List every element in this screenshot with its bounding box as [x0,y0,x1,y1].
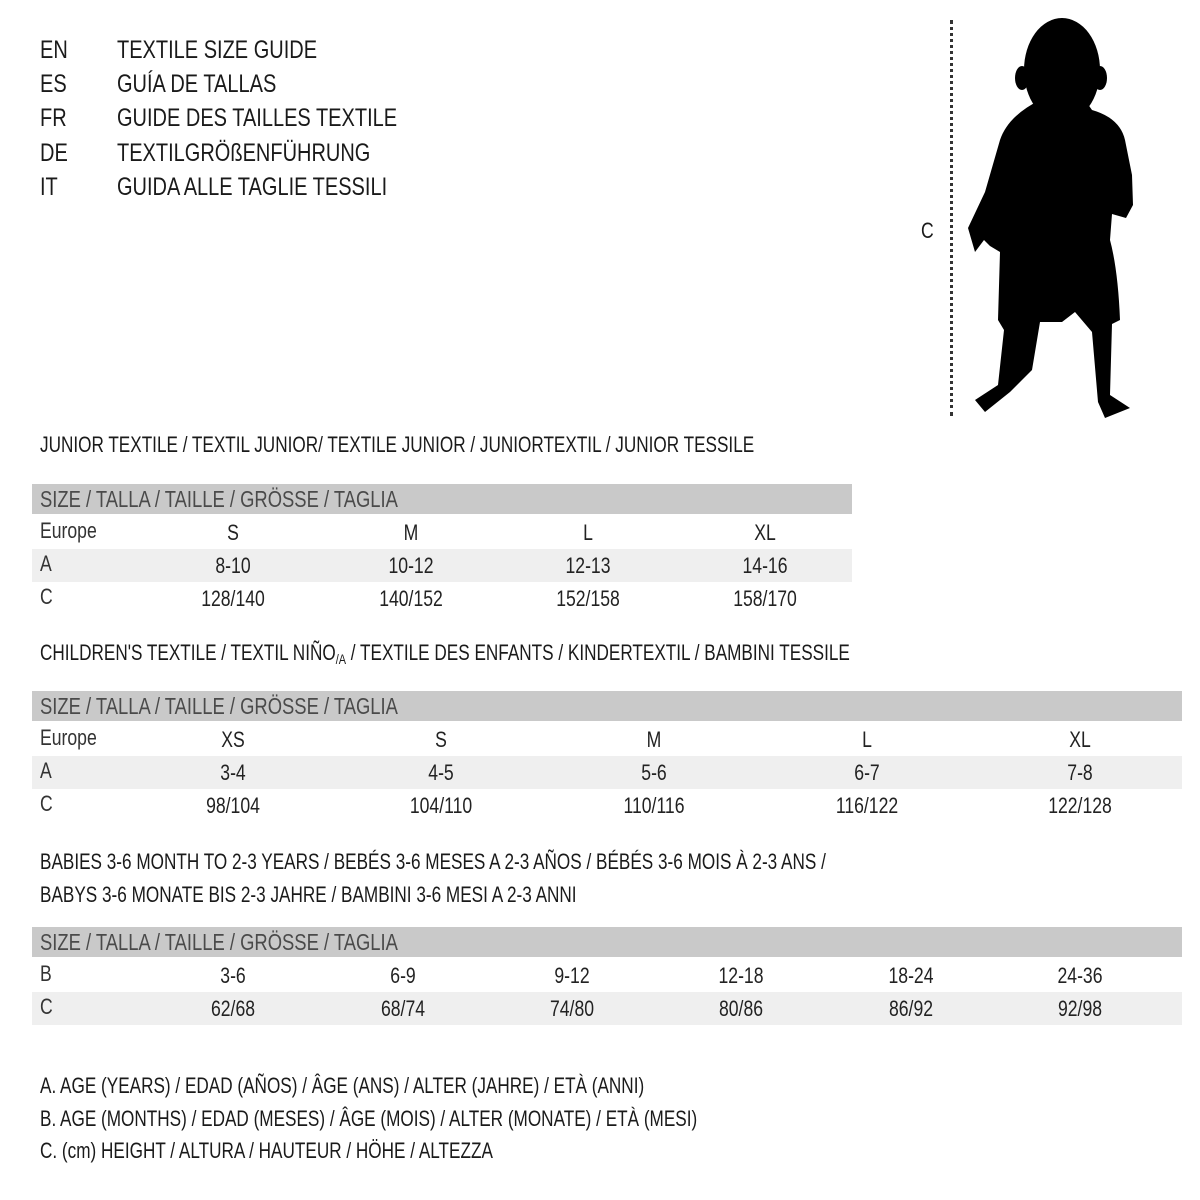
child-silhouette-icon [968,18,1133,418]
table-cell: 8-10 [215,553,251,578]
table-cell: 116/122 [835,793,899,818]
row-label: A [40,551,52,576]
height-measure-line [950,20,953,416]
table-cell: 5-6 [641,760,667,785]
table-cell: 10-12 [388,553,434,578]
table-cell: 18-24 [888,963,934,988]
table-cell: S [435,727,447,752]
table-row: A 3-4 4-5 5-6 6-7 7-8 [32,756,1182,789]
size-header-band: SIZE / TALLA / TAILLE / GRÖSSE / TAGLIA [32,691,1182,721]
table-cell: 24-36 [1057,963,1103,988]
section-heading: CHILDREN'S TEXTILE / TEXTIL NIÑO/A / TEX… [40,638,850,674]
table-row: Europe S M L XL [32,516,852,549]
lang-code: DE [40,139,68,167]
height-label: C [921,218,934,243]
lang-code: ES [40,70,67,98]
table-cell: 3-4 [220,760,246,785]
table-cell: 98/104 [206,793,260,818]
row-label: C [40,791,53,816]
size-header-label: SIZE / TALLA / TAILLE / GRÖSSE / TAGLIA [40,486,398,512]
size-header-label: SIZE / TALLA / TAILLE / GRÖSSE / TAGLIA [40,929,398,955]
row-label: Europe [40,725,97,750]
table-row: Europe XS S M L XL [32,723,1182,756]
lang-code: EN [40,36,68,64]
row-label: C [40,994,53,1019]
table-cell: 140/152 [379,586,443,611]
table-cell: 12-18 [718,963,764,988]
table-cell: XL [1069,727,1091,752]
row-label: Europe [40,518,97,543]
table-cell: XL [754,520,776,545]
heading-text: CHILDREN'S TEXTILE / TEXTIL NIÑO [40,640,336,665]
guide-title: TEXTILE SIZE GUIDE [117,36,318,64]
table-cell: 3-6 [220,963,246,988]
table-row: B 3-6 6-9 9-12 12-18 18-24 24-36 [32,959,1182,992]
size-header-band: SIZE / TALLA / TAILLE / GRÖSSE / TAGLIA [32,484,852,514]
row-label: C [40,584,53,609]
table-row: A 8-10 10-12 12-13 14-16 [32,549,852,582]
table-cell: 122/128 [1048,793,1112,818]
row-label: B [40,961,52,986]
legend-item: B. AGE (MONTHS) / EDAD (MESES) / ÂGE (MO… [40,1106,698,1131]
table-cell: 62/68 [210,996,256,1021]
table-cell: 152/158 [556,586,620,611]
table-cell: 12-13 [565,553,611,578]
size-header-label: SIZE / TALLA / TAILLE / GRÖSSE / TAGLIA [40,693,398,719]
table-cell: 80/86 [718,996,764,1021]
table-cell: 9-12 [554,963,590,988]
table-cell: XS [221,727,245,752]
table-row: C 98/104 104/110 110/116 116/122 122/128 [32,789,1182,822]
heading-text: / TEXTILE DES ENFANTS / KINDERTEXTIL / B… [346,640,850,665]
table-cell: 6-9 [390,963,416,988]
guide-title: GUIDA ALLE TAGLIE TESSILI [117,173,388,201]
section-heading: BABIES 3-6 MONTH TO 2-3 YEARS / BEBÉS 3-… [40,849,826,874]
table-cell: 86/92 [888,996,934,1021]
row-label: A [40,758,52,783]
lang-code: IT [40,173,58,201]
table-cell: 104/110 [409,793,473,818]
table-cell: 158/170 [733,586,797,611]
table-cell: L [583,520,593,545]
guide-title: TEXTILGRÖßENFÜHRUNG [117,139,371,167]
guide-title: GUIDE DES TAILLES TEXTILE [117,104,398,132]
table-cell: 6-7 [854,760,880,785]
table-cell: M [403,520,419,545]
legend-item: C. (cm) HEIGHT / ALTURA / HAUTEUR / HÖHE… [40,1138,493,1163]
table-cell: 68/74 [380,996,426,1021]
table-cell: 74/80 [549,996,595,1021]
table-cell: 128/140 [201,586,265,611]
table-cell: 92/98 [1057,996,1103,1021]
legend-item: A. AGE (YEARS) / EDAD (AÑOS) / ÂGE (ANS)… [40,1073,645,1098]
section-heading: JUNIOR TEXTILE / TEXTIL JUNIOR/ TEXTILE … [40,432,755,457]
table-cell: 110/116 [623,793,685,818]
guide-title: GUÍA DE TALLAS [117,70,277,98]
table-cell: M [646,727,662,752]
table-row: C 128/140 140/152 152/158 158/170 [32,582,852,615]
table-cell: 7-8 [1067,760,1093,785]
lang-code: FR [40,104,67,132]
section-heading: BABYS 3-6 MONATE BIS 2-3 JAHRE / BAMBINI… [40,882,577,907]
table-cell: 14-16 [742,553,788,578]
table-cell: S [227,520,239,545]
table-cell: 4-5 [428,760,454,785]
table-row: C 62/68 68/74 74/80 80/86 86/92 92/98 [32,992,1182,1025]
size-header-band: SIZE / TALLA / TAILLE / GRÖSSE / TAGLIA [32,927,1182,957]
heading-subscript: /A [335,651,347,667]
table-cell: L [862,727,872,752]
